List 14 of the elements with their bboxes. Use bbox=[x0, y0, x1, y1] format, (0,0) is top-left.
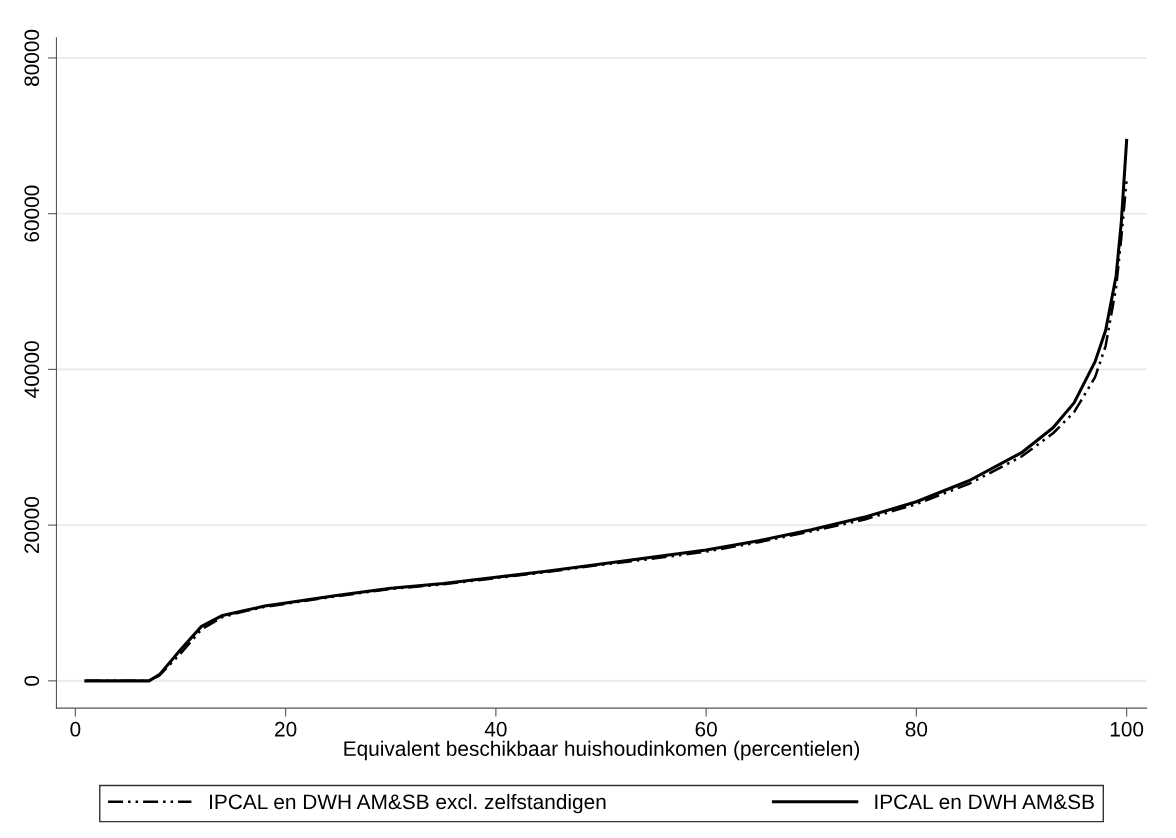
y-tick-label: 80000 bbox=[24, 29, 40, 87]
x-tick-label: 0 bbox=[70, 721, 81, 737]
x-tick-label: 40 bbox=[484, 721, 507, 737]
y-tick-label: 0 bbox=[24, 675, 40, 686]
x-tick-label: 80 bbox=[905, 721, 928, 737]
x-tick-label: 20 bbox=[275, 721, 297, 737]
x-tick-label: 100 bbox=[1110, 721, 1144, 737]
legend-label: IPCAL en DWH AM&SB bbox=[875, 794, 1094, 810]
y-tick-label: 60000 bbox=[24, 185, 40, 242]
y-tick-label: 20000 bbox=[24, 496, 40, 554]
x-axis-title: Equivalent beschikbaar huishoudinkomen (percentielen) bbox=[344, 740, 860, 761]
y-tick-label: 40000 bbox=[24, 341, 40, 398]
x-tick-label: 60 bbox=[695, 721, 717, 737]
legend-label: IPCAL en DWH AM&SB excl. zelfstandigen bbox=[210, 793, 606, 814]
